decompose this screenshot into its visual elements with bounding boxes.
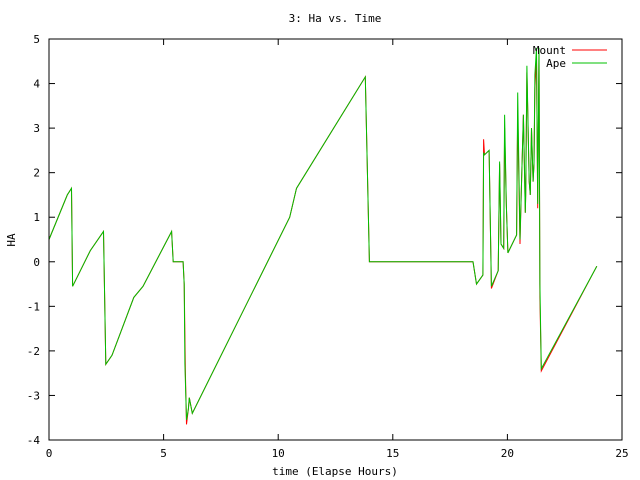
y-tick-label: 0 — [33, 256, 40, 269]
y-axis-label: HA — [5, 233, 18, 247]
series-layer — [48, 47, 598, 425]
y-tick-label: 1 — [33, 211, 40, 224]
y-tick-label: -1 — [27, 300, 40, 313]
x-tick-label: 20 — [501, 447, 514, 460]
y-tick-label: -4 — [27, 434, 41, 447]
x-tick-label: 10 — [272, 447, 285, 460]
legend-label-ape: Ape — [546, 57, 566, 70]
y-tick-label: 3 — [33, 122, 40, 135]
axis-ticks: 0 5 10 15 20 25 -4 -3 -2 -1 0 1 2 3 4 5 — [27, 33, 629, 460]
y-tick-label: -2 — [27, 345, 40, 358]
x-tick-label: 15 — [386, 447, 399, 460]
plot-frame — [48, 38, 623, 441]
series-line-ape — [48, 47, 598, 420]
y-tick-label: 4 — [33, 78, 40, 91]
chart-title: 3: Ha vs. Time — [289, 12, 382, 25]
x-tick-label: 5 — [160, 447, 167, 460]
y-tick-label: 5 — [33, 33, 40, 46]
y-tick-label: -3 — [27, 389, 40, 402]
x-tick-label: 25 — [615, 447, 628, 460]
x-axis-label: time (Elapse Hours) — [272, 465, 398, 478]
x-tick-label: 0 — [46, 447, 53, 460]
y-tick-label: 2 — [33, 167, 40, 180]
legend-label-mount: Mount — [533, 44, 566, 57]
